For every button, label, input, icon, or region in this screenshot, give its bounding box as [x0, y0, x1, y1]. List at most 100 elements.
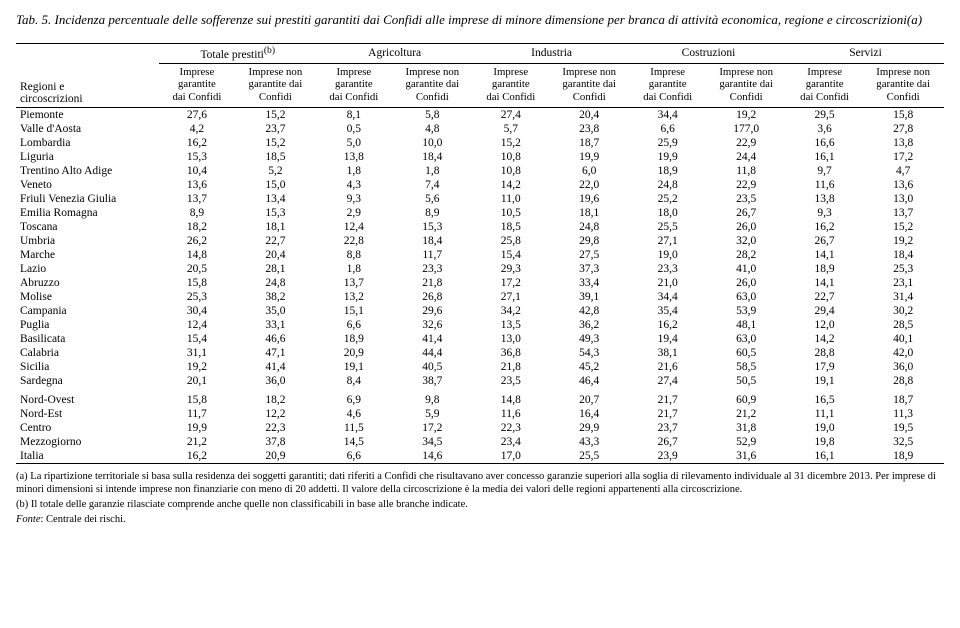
cell: 14,6: [392, 449, 474, 464]
cell: 12,0: [787, 318, 862, 332]
source-label: Fonte: [16, 514, 41, 525]
sub-header: Imprese nongarantite daiConfidi: [705, 63, 787, 107]
cell: 14,8: [159, 248, 234, 262]
row-label: Emilia Romagna: [16, 206, 159, 220]
cell: 10,0: [392, 136, 474, 150]
cell: 15,8: [159, 276, 234, 290]
cell: 11,5: [316, 421, 391, 435]
cell: 16,2: [159, 136, 234, 150]
cell: 8,4: [316, 374, 391, 388]
cell: 6,6: [316, 449, 391, 464]
cell: 22,7: [235, 234, 317, 248]
cell: 18,2: [235, 388, 317, 407]
cell: 29,3: [473, 262, 548, 276]
cell: 28,2: [705, 248, 787, 262]
caption-sup: (a): [907, 12, 922, 27]
row-label: Lazio: [16, 262, 159, 276]
cell: 19,9: [159, 421, 234, 435]
cell: 18,4: [862, 248, 944, 262]
cell: 15,2: [235, 107, 317, 122]
cell: 16,5: [787, 388, 862, 407]
cell: 25,8: [473, 234, 548, 248]
cell: 4,6: [316, 407, 391, 421]
row-label: Sicilia: [16, 360, 159, 374]
cell: 13,8: [316, 150, 391, 164]
cell: 26,0: [705, 220, 787, 234]
cell: 13,8: [862, 136, 944, 150]
cell: 4,2: [159, 122, 234, 136]
row-label: Friuli Venezia Giulia: [16, 192, 159, 206]
cell: 18,7: [548, 136, 630, 150]
row-label: Nord-Ovest: [16, 388, 159, 407]
cell: 25,2: [630, 192, 705, 206]
cell: 9,3: [787, 206, 862, 220]
cell: 6,0: [548, 164, 630, 178]
cell: 6,6: [316, 318, 391, 332]
cell: 14,2: [473, 178, 548, 192]
cell: 21,6: [630, 360, 705, 374]
row-label: Molise: [16, 290, 159, 304]
cell: 16,2: [630, 318, 705, 332]
row-label: Puglia: [16, 318, 159, 332]
cell: 22,7: [787, 290, 862, 304]
cell: 5,9: [392, 407, 474, 421]
cell: 28,1: [235, 262, 317, 276]
cell: 10,4: [159, 164, 234, 178]
cell: 1,8: [392, 164, 474, 178]
cell: 19,1: [316, 360, 391, 374]
cell: 12,4: [159, 318, 234, 332]
cell: 7,4: [392, 178, 474, 192]
sub-header: Impresegarantitedai Confidi: [787, 63, 862, 107]
cell: 22,9: [705, 136, 787, 150]
cell: 50,5: [705, 374, 787, 388]
cell: 29,6: [392, 304, 474, 318]
cell: 11,7: [392, 248, 474, 262]
cell: 21,7: [630, 407, 705, 421]
cell: 22,9: [705, 178, 787, 192]
row-label: Piemonte: [16, 107, 159, 122]
cell: 11,3: [862, 407, 944, 421]
cell: 27,4: [473, 107, 548, 122]
cell: 27,6: [159, 107, 234, 122]
cell: 44,4: [392, 346, 474, 360]
sub-header: Impresegarantitedai Confidi: [159, 63, 234, 107]
cell: 18,9: [630, 164, 705, 178]
cell: 16,1: [787, 150, 862, 164]
cell: 15,2: [862, 220, 944, 234]
cell: 17,2: [473, 276, 548, 290]
cell: 24,8: [235, 276, 317, 290]
cell: 35,0: [235, 304, 317, 318]
cell: 4,3: [316, 178, 391, 192]
cell: 18,7: [862, 388, 944, 407]
cell: 30,4: [159, 304, 234, 318]
row-label: Campania: [16, 304, 159, 318]
table-row: Campania30,435,015,129,634,242,835,453,9…: [16, 304, 944, 318]
table-row: Molise25,338,213,226,827,139,134,463,022…: [16, 290, 944, 304]
cell: 18,9: [862, 449, 944, 464]
table-row: Lombardia16,215,25,010,015,218,725,922,9…: [16, 136, 944, 150]
cell: 6,9: [316, 388, 391, 407]
cell: 6,6: [630, 122, 705, 136]
table-row: Nord-Ovest15,818,26,99,814,820,721,760,9…: [16, 388, 944, 407]
cell: 18,5: [235, 150, 317, 164]
cell: 63,0: [705, 290, 787, 304]
cell: 15,2: [235, 136, 317, 150]
cell: 11,7: [159, 407, 234, 421]
region-column-header: Regioni e circoscrizioni: [16, 43, 159, 107]
cell: 9,7: [787, 164, 862, 178]
group-header: Industria: [473, 43, 630, 63]
cell: 41,4: [392, 332, 474, 346]
cell: 38,7: [392, 374, 474, 388]
cell: 19,5: [862, 421, 944, 435]
cell: 18,9: [787, 262, 862, 276]
cell: 42,8: [548, 304, 630, 318]
table-row: Marche14,820,48,811,715,427,519,028,214,…: [16, 248, 944, 262]
cell: 19,2: [705, 107, 787, 122]
row-label: Liguria: [16, 150, 159, 164]
cell: 27,8: [862, 122, 944, 136]
cell: 25,3: [862, 262, 944, 276]
cell: 19,0: [630, 248, 705, 262]
cell: 17,0: [473, 449, 548, 464]
cell: 11,6: [473, 407, 548, 421]
cell: 8,9: [392, 206, 474, 220]
